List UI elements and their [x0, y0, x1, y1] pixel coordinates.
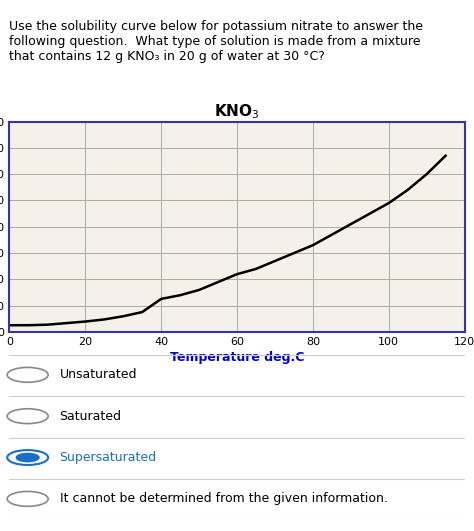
Title: KNO$_3$: KNO$_3$ [214, 102, 260, 121]
Text: Use the solubility curve below for potassium nitrate to answer the
following que: Use the solubility curve below for potas… [9, 20, 423, 63]
Text: Saturated: Saturated [60, 410, 121, 423]
Circle shape [16, 453, 39, 461]
Text: Supersaturated: Supersaturated [60, 451, 157, 464]
Text: Unsaturated: Unsaturated [60, 369, 137, 381]
X-axis label: Temperature deg.C: Temperature deg.C [170, 351, 304, 364]
Text: It cannot be determined from the given information.: It cannot be determined from the given i… [60, 492, 387, 506]
